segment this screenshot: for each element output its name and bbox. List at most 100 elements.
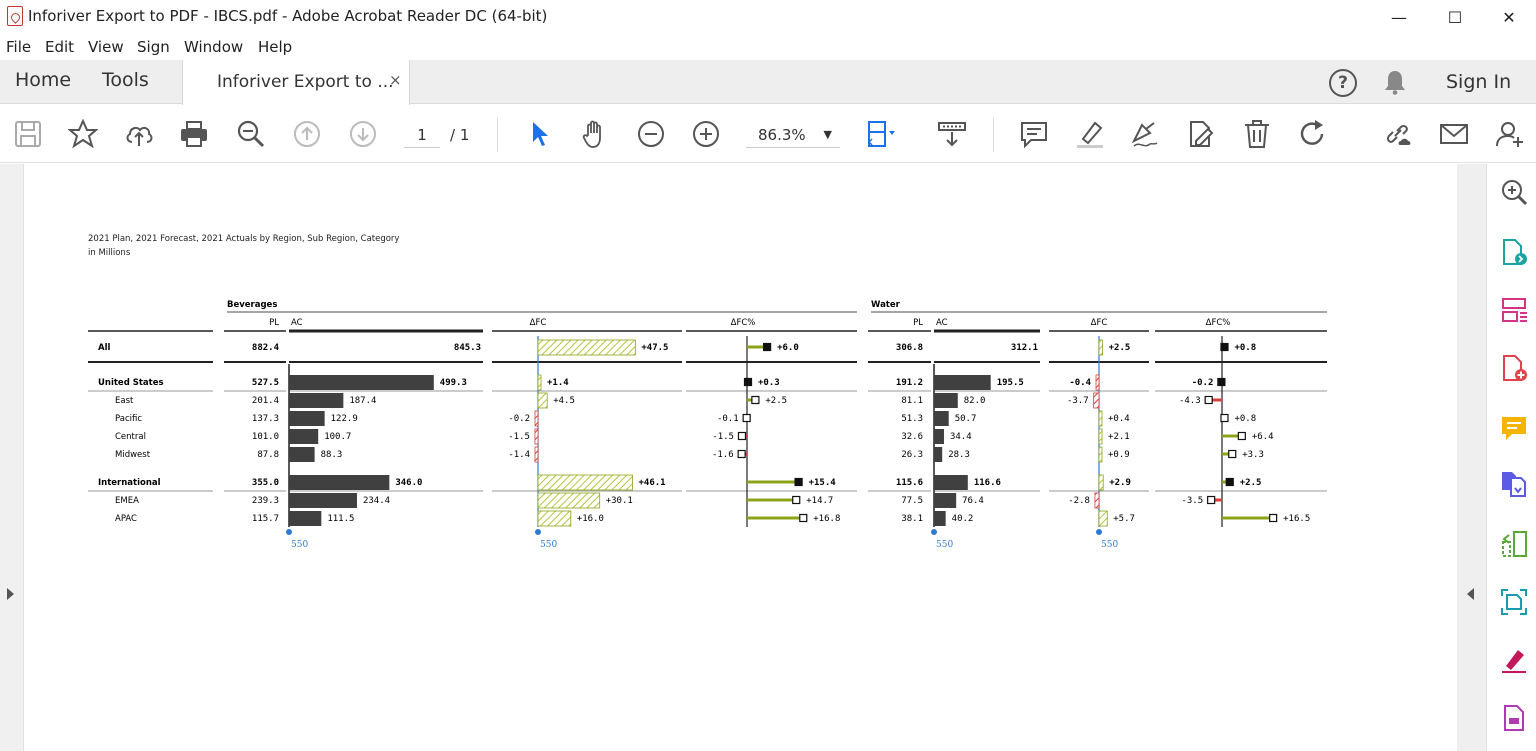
pl-value: 115.6 [896,478,923,488]
share-link-icon[interactable] [1382,119,1412,149]
dfc-pct-value: +6.0 [777,343,799,353]
fit-page-icon[interactable] [865,119,895,149]
dfc-pct-marker [1237,431,1246,441]
tab-document[interactable]: Inforiver Export to ... × [182,60,410,105]
dfc-bar [1094,492,1100,509]
dfc-value: +0.4 [1108,414,1130,424]
save-icon[interactable] [13,119,43,149]
menu-edit[interactable]: Edit [45,38,75,56]
compress-icon[interactable] [1500,530,1528,558]
add-user-icon[interactable] [1495,119,1525,149]
maximize-button[interactable]: ☐ [1447,7,1463,27]
comment-icon[interactable] [1019,119,1049,149]
dfc-bar [1093,392,1100,409]
dfc-pct-marker [1217,377,1226,387]
zoom-level-select[interactable]: 86.3% ▼ [746,122,840,148]
sign-in-button[interactable]: Sign In [1446,71,1512,93]
search-zoom-icon[interactable] [1500,178,1528,206]
axis-label: 550 [936,540,953,550]
dfc-pct-value: +16.5 [1283,514,1310,524]
expand-left-icon[interactable] [7,588,14,600]
dfc-pct-header: ΔFC% [1206,318,1231,328]
dfc-bar [1098,410,1103,427]
page-up-icon[interactable] [292,119,322,149]
pl-value: 77.5 [901,496,923,506]
create-pdf-icon[interactable] [1500,354,1528,382]
ac-value: 76.4 [962,496,984,506]
highlight-icon[interactable] [1075,119,1105,149]
close-button[interactable]: ✕ [1502,7,1516,27]
edit-pdf-icon[interactable] [1186,119,1216,149]
dfc-pct-marker [1269,513,1278,523]
menu-help[interactable]: Help [258,38,293,56]
tab-home[interactable]: Home [15,69,72,91]
more-tools-icon[interactable] [1500,704,1528,732]
rotate-icon[interactable] [1298,119,1328,149]
delete-icon[interactable] [1242,119,1272,149]
comment-tool-icon[interactable] [1500,414,1528,442]
ac-bar [289,475,390,490]
collapse-right-icon[interactable] [1467,588,1474,600]
row-label: EMEA [115,496,139,506]
dfc-bar [1098,474,1104,491]
menu-view[interactable]: View [88,38,124,56]
dfc-value: -0.2 [508,414,530,424]
dfc-bar [1098,510,1108,527]
organize-pages-icon[interactable] [1500,296,1528,324]
axis-label: 550 [540,540,557,550]
bookmark-star-icon[interactable] [67,118,99,149]
dfc-value: -2.8 [1068,496,1090,506]
dfc-value: -1.4 [508,450,530,460]
dfc-pct-value: -0.2 [1192,378,1214,388]
document-page: 2021 Plan, 2021 Forecast, 2021 Actuals b… [25,164,1457,751]
pl-value: 191.2 [896,378,923,388]
menu-file[interactable]: File [6,38,32,56]
hand-pan-icon[interactable] [580,119,610,149]
dfc-bar [537,474,633,491]
ac-value: 82.0 [964,396,986,406]
dfc-value: +1.4 [547,378,569,388]
tab-close-icon[interactable]: × [389,71,402,89]
dfc-value: +30.1 [606,496,633,506]
toolbar: 1 / 1 86.3% ▼ [0,105,1536,163]
zoom-in-icon[interactable] [691,119,721,149]
email-icon[interactable] [1439,119,1469,149]
dfc-value: -0.4 [1069,378,1091,388]
menu-window[interactable]: Window [184,38,244,56]
dfc-pct-header: ΔFC% [731,318,756,328]
combine-files-icon[interactable] [1500,470,1528,498]
axis-dot [1096,529,1102,535]
scan-icon[interactable] [1500,588,1528,616]
dfc-bar [1098,339,1104,356]
select-arrow-icon[interactable] [526,119,556,149]
dfc-pct-value: -4.3 [1179,396,1201,406]
group-title: Water [871,300,901,310]
ac-value: 111.5 [327,514,354,524]
page-number-input[interactable]: 1 [404,122,440,148]
zoom-out-icon[interactable] [636,119,666,149]
tab-tools[interactable]: Tools [102,69,149,91]
tab-document-label: Inforiver Export to ... [217,72,394,92]
right-panel-toggle[interactable] [1457,164,1486,751]
row-label: East [115,396,134,406]
page-down-icon[interactable] [348,119,378,149]
fill-sign-icon[interactable] [1500,646,1528,674]
menu-bar: File Edit View Sign Window Help [0,34,1536,60]
dfc-value: +0.9 [1108,450,1130,460]
dfc-pct-marker [799,513,808,523]
left-panel-toggle[interactable] [0,164,24,751]
minimize-button[interactable]: — [1391,7,1407,27]
upload-cloud-icon[interactable] [124,119,154,149]
ac-value: 346.0 [395,478,422,488]
scroll-mode-icon[interactable] [937,119,967,149]
help-icon[interactable]: ? [1329,69,1357,97]
row-label: Pacific [115,414,142,424]
export-pdf-icon[interactable] [1500,238,1528,266]
dfc-pct-value: +0.8 [1234,343,1256,353]
notifications-bell-icon[interactable] [1384,69,1406,95]
sign-pen-icon[interactable] [1130,119,1160,149]
zoom-search-icon[interactable] [236,119,266,149]
print-icon[interactable] [179,119,209,149]
menu-sign[interactable]: Sign [137,38,170,56]
ac-value: 234.4 [363,496,390,506]
